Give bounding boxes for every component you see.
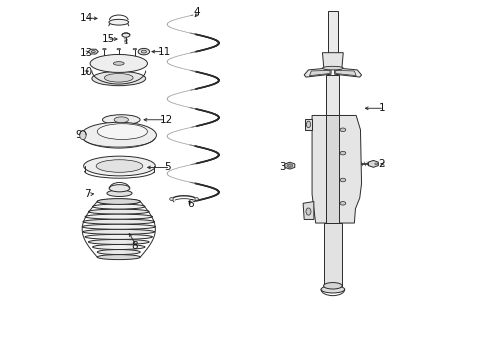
Ellipse shape xyxy=(323,283,342,289)
Ellipse shape xyxy=(102,115,140,125)
Ellipse shape xyxy=(109,185,130,192)
Polygon shape xyxy=(323,223,342,286)
Polygon shape xyxy=(368,161,378,167)
Ellipse shape xyxy=(109,19,129,25)
Ellipse shape xyxy=(83,219,155,224)
Ellipse shape xyxy=(85,234,152,239)
Ellipse shape xyxy=(93,244,145,249)
Polygon shape xyxy=(285,162,295,169)
Ellipse shape xyxy=(88,209,149,214)
Text: 8: 8 xyxy=(131,241,138,251)
Polygon shape xyxy=(304,68,331,77)
Text: 14: 14 xyxy=(79,13,93,23)
Ellipse shape xyxy=(287,164,293,167)
Ellipse shape xyxy=(97,199,140,204)
Ellipse shape xyxy=(122,33,130,37)
Ellipse shape xyxy=(80,131,86,140)
Ellipse shape xyxy=(113,62,124,65)
Ellipse shape xyxy=(306,208,311,215)
Text: 13: 13 xyxy=(79,48,93,58)
Ellipse shape xyxy=(321,286,344,293)
Polygon shape xyxy=(326,116,339,223)
Polygon shape xyxy=(328,12,338,53)
Ellipse shape xyxy=(289,165,291,167)
Ellipse shape xyxy=(340,128,346,132)
Ellipse shape xyxy=(170,198,173,201)
Ellipse shape xyxy=(93,204,145,209)
Ellipse shape xyxy=(306,121,311,128)
Ellipse shape xyxy=(107,190,132,197)
Polygon shape xyxy=(305,119,312,130)
Text: 15: 15 xyxy=(101,34,115,44)
Ellipse shape xyxy=(96,160,143,172)
Ellipse shape xyxy=(81,122,156,148)
Polygon shape xyxy=(303,202,314,220)
Ellipse shape xyxy=(104,73,133,82)
Ellipse shape xyxy=(133,48,137,50)
Polygon shape xyxy=(336,70,356,76)
Polygon shape xyxy=(312,116,362,223)
Polygon shape xyxy=(335,68,362,77)
Text: 5: 5 xyxy=(165,162,172,172)
Text: 1: 1 xyxy=(378,103,385,113)
Ellipse shape xyxy=(141,50,147,53)
Ellipse shape xyxy=(340,151,346,155)
Ellipse shape xyxy=(340,178,346,182)
Ellipse shape xyxy=(375,163,378,165)
Text: 9: 9 xyxy=(75,130,82,140)
Ellipse shape xyxy=(102,48,106,50)
Ellipse shape xyxy=(195,198,198,201)
Ellipse shape xyxy=(83,229,155,234)
Ellipse shape xyxy=(90,54,147,72)
Ellipse shape xyxy=(138,48,149,55)
Text: 10: 10 xyxy=(79,67,93,77)
Polygon shape xyxy=(326,75,339,116)
Polygon shape xyxy=(310,70,330,76)
Ellipse shape xyxy=(84,156,155,176)
Ellipse shape xyxy=(92,71,146,86)
Text: 4: 4 xyxy=(194,7,200,17)
Text: 11: 11 xyxy=(157,46,171,57)
Ellipse shape xyxy=(82,224,155,229)
Ellipse shape xyxy=(85,214,152,219)
Text: 2: 2 xyxy=(378,159,385,169)
Ellipse shape xyxy=(97,124,147,139)
Ellipse shape xyxy=(117,48,121,50)
Ellipse shape xyxy=(88,239,149,244)
Polygon shape xyxy=(322,53,343,69)
Ellipse shape xyxy=(97,249,140,255)
Text: 7: 7 xyxy=(84,189,91,199)
Text: 3: 3 xyxy=(279,162,285,172)
Ellipse shape xyxy=(322,66,343,70)
Ellipse shape xyxy=(97,199,140,204)
Ellipse shape xyxy=(340,202,346,205)
Ellipse shape xyxy=(97,255,140,260)
Text: 6: 6 xyxy=(187,199,194,210)
Polygon shape xyxy=(88,49,98,54)
Text: 12: 12 xyxy=(160,115,173,125)
Ellipse shape xyxy=(114,117,128,123)
Ellipse shape xyxy=(91,51,96,53)
